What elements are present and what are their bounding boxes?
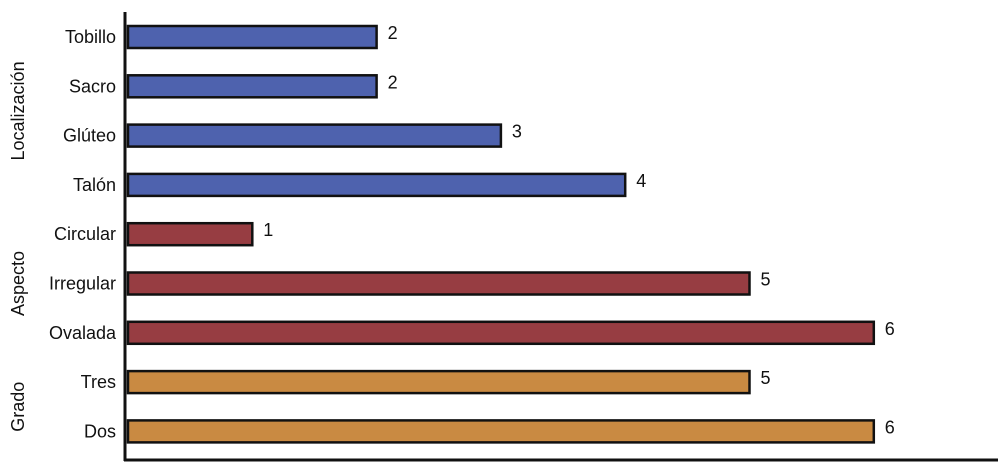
bar-circular bbox=[126, 221, 254, 247]
category-label: Talón bbox=[73, 175, 116, 195]
category-label: Ovalada bbox=[49, 323, 117, 343]
value-label: 2 bbox=[388, 72, 398, 92]
value-label: 2 bbox=[388, 23, 398, 43]
value-label: 1 bbox=[263, 220, 273, 240]
value-label: 6 bbox=[885, 319, 895, 339]
group-labels: Localización Aspecto Grado bbox=[8, 61, 28, 431]
category-label: Tres bbox=[81, 372, 116, 392]
category-labels: Tobillo Sacro Glúteo Talón Circular Irregular… bbox=[49, 27, 117, 441]
bar-dos bbox=[126, 419, 876, 444]
bar-talón bbox=[126, 172, 627, 198]
value-label: 3 bbox=[512, 122, 522, 142]
group-label: Localización bbox=[8, 61, 28, 160]
bars bbox=[126, 24, 876, 444]
category-label: Glúteo bbox=[63, 126, 116, 146]
value-labels: 2 2 3 4 1 5 6 5 6 bbox=[263, 23, 895, 437]
category-label: Irregular bbox=[49, 274, 116, 294]
value-label: 5 bbox=[761, 368, 771, 388]
bar-glúteo bbox=[126, 123, 503, 148]
value-label: 5 bbox=[761, 270, 771, 290]
category-label: Dos bbox=[84, 421, 116, 441]
category-label: Tobillo bbox=[65, 27, 116, 47]
value-label: 6 bbox=[885, 417, 895, 437]
bar-sacro bbox=[126, 74, 378, 99]
bar-irregular bbox=[126, 271, 751, 296]
value-label: 4 bbox=[636, 171, 646, 191]
group-label: Aspecto bbox=[8, 251, 28, 316]
bar-ovalada bbox=[126, 320, 876, 346]
category-label: Circular bbox=[54, 224, 116, 244]
bar-tres bbox=[126, 369, 751, 395]
group-label: Grado bbox=[8, 382, 28, 432]
bar-tobillo bbox=[126, 24, 378, 50]
category-label: Sacro bbox=[69, 76, 116, 96]
